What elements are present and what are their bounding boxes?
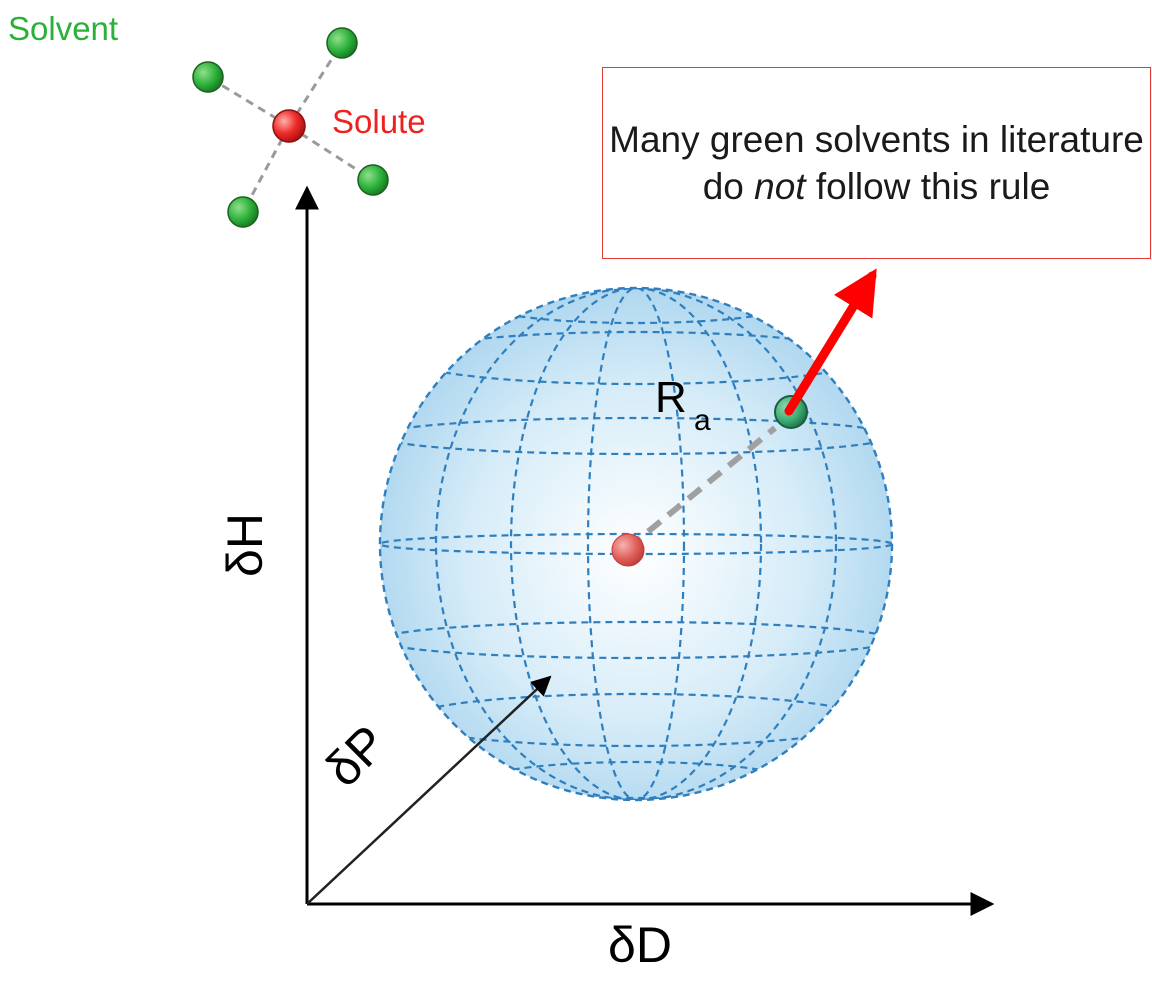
solute-label: Solute <box>332 103 426 140</box>
sphere-outline <box>378 286 894 802</box>
solvent-molecule <box>192 61 224 93</box>
solvent-molecule <box>357 164 389 196</box>
solvent-molecule <box>227 196 259 228</box>
y-axis-label: δH <box>217 513 273 577</box>
solute-molecule <box>272 109 306 143</box>
solute-center-point <box>611 533 645 567</box>
callout-text: Many green solvents in literature do not… <box>603 116 1150 210</box>
x-axis-label: δD <box>608 917 672 973</box>
callout-emphasis: not <box>754 166 806 207</box>
radius-subscript: a <box>694 404 711 437</box>
z-axis-label: δP <box>315 715 398 798</box>
solvent-molecule <box>326 27 358 59</box>
solvent-label: Solvent <box>8 10 118 47</box>
legend-cluster: Solvent Solute <box>8 10 426 228</box>
radius-line <box>626 425 777 551</box>
pointer-arrow <box>784 268 877 416</box>
radius-symbol: R <box>655 373 687 422</box>
callout-box: Many green solvents in literature do not… <box>602 67 1151 259</box>
callout-text-after: follow this rule <box>805 166 1051 207</box>
z-axis <box>306 675 552 905</box>
callout-text-before: Many green solvents in literature do <box>609 119 1144 207</box>
